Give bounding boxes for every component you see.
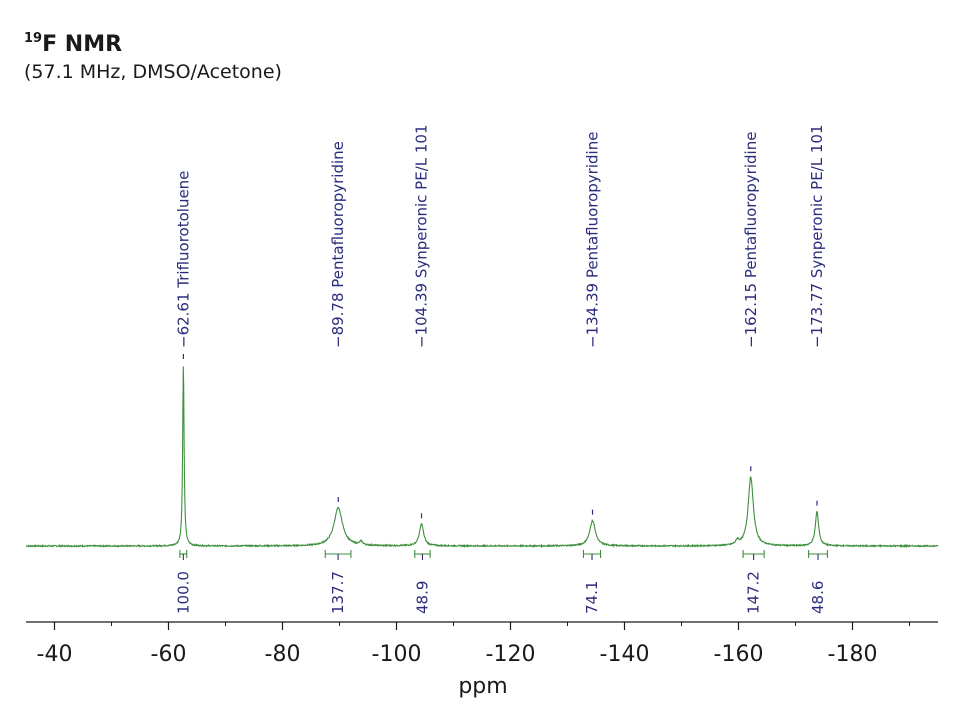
peak-label-5: −162.15 Pentafluoropyridine	[742, 132, 760, 348]
chart-title: 19F NMR	[24, 26, 282, 58]
integral-value-6: 48.6	[809, 581, 827, 614]
x-tick-label: -180	[828, 642, 878, 667]
peak-label-4: −134.39 Pentafluoropyridine	[584, 132, 602, 348]
x-axis: -40 -60 -80 -100 -120 -140 -160 -180 ppm	[26, 621, 938, 699]
x-tick-label: -140	[600, 642, 650, 667]
peak-label-6: −173.77 Synperonic PE/L 101	[808, 124, 826, 348]
peak-label-layer: −62.61 Trifluorotoluene −89.78 Pentafluor…	[174, 124, 826, 348]
integral-value-4: 74.1	[583, 581, 601, 614]
x-axis-title: ppm	[458, 674, 507, 699]
x-tick-label: -60	[151, 642, 187, 667]
peak-label-1: −62.61 Trifluorotoluene	[174, 171, 192, 348]
integral-value-5: 147.2	[745, 571, 763, 614]
x-tick-label: -160	[714, 642, 764, 667]
x-tick-label: -120	[486, 642, 536, 667]
spectrum-trace	[25, 366, 939, 549]
x-tick-label: -100	[372, 642, 422, 667]
chart-title-text: F NMR	[42, 32, 123, 57]
chart-title-block: 19F NMR (57.1 MHz, DMSO/Acetone)	[24, 26, 282, 84]
integral-value-1: 100.0	[174, 571, 192, 614]
spectrum-layer	[25, 354, 939, 549]
x-tick-label: -40	[37, 642, 73, 667]
x-tick-label: -80	[265, 642, 301, 667]
peak-label-3: −104.39 Synperonic PE/L 101	[413, 124, 431, 348]
integral-layer: 100.0 137.7 48.9 74.1 147.2 48.6	[174, 550, 828, 614]
integral-value-2: 137.7	[329, 571, 347, 614]
peak-label-2: −89.78 Pentafluoropyridine	[329, 141, 347, 348]
chart-subtitle: (57.1 MHz, DMSO/Acetone)	[24, 61, 282, 83]
integral-value-3: 48.9	[413, 581, 431, 614]
nucleus-mass-number: 19	[24, 31, 43, 46]
